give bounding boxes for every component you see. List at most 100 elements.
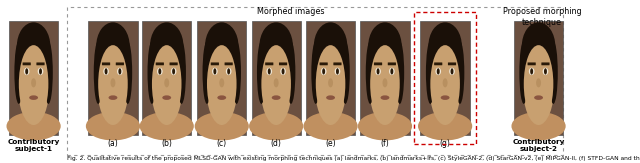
Ellipse shape	[163, 95, 171, 100]
Ellipse shape	[368, 22, 402, 70]
Ellipse shape	[428, 22, 462, 70]
Ellipse shape	[449, 68, 455, 75]
Text: Contributory
subject-2: Contributory subject-2	[513, 139, 564, 152]
FancyBboxPatch shape	[374, 62, 382, 65]
Bar	[414, 12, 476, 144]
Ellipse shape	[436, 68, 440, 74]
Text: Morphed images: Morphed images	[257, 7, 325, 15]
Ellipse shape	[272, 95, 280, 100]
Bar	[142, 21, 191, 135]
Ellipse shape	[171, 68, 177, 75]
Ellipse shape	[249, 112, 303, 140]
Text: (f): (f)	[381, 139, 389, 148]
Ellipse shape	[212, 68, 218, 75]
FancyBboxPatch shape	[26, 111, 42, 134]
Ellipse shape	[202, 41, 211, 104]
FancyBboxPatch shape	[319, 62, 328, 65]
Ellipse shape	[544, 68, 547, 74]
Ellipse shape	[370, 45, 400, 123]
FancyBboxPatch shape	[102, 62, 110, 65]
Ellipse shape	[418, 112, 472, 140]
Bar	[306, 21, 355, 135]
Ellipse shape	[536, 78, 541, 87]
Ellipse shape	[336, 68, 339, 74]
Ellipse shape	[341, 41, 350, 104]
FancyBboxPatch shape	[214, 111, 230, 134]
Bar	[514, 21, 563, 135]
Text: Proposed morphing
technique: Proposed morphing technique	[503, 7, 581, 27]
Ellipse shape	[93, 41, 102, 104]
Ellipse shape	[172, 68, 175, 74]
Bar	[420, 21, 470, 135]
Ellipse shape	[435, 68, 441, 75]
Ellipse shape	[44, 41, 53, 104]
Text: Contributory
subject-1: Contributory subject-1	[8, 139, 60, 152]
Ellipse shape	[259, 22, 293, 70]
Ellipse shape	[303, 112, 358, 140]
Ellipse shape	[358, 112, 412, 140]
Ellipse shape	[375, 68, 381, 75]
Text: (g): (g)	[440, 139, 451, 148]
FancyBboxPatch shape	[323, 111, 339, 134]
Ellipse shape	[96, 22, 130, 70]
Ellipse shape	[522, 43, 555, 125]
Ellipse shape	[316, 45, 346, 123]
Ellipse shape	[39, 68, 42, 74]
Ellipse shape	[524, 45, 554, 123]
Text: (c): (c)	[217, 139, 227, 148]
Ellipse shape	[97, 43, 129, 125]
Ellipse shape	[383, 78, 387, 87]
Bar	[88, 21, 138, 135]
Ellipse shape	[38, 68, 44, 75]
Ellipse shape	[213, 68, 216, 74]
Ellipse shape	[390, 68, 394, 74]
Ellipse shape	[282, 68, 285, 74]
FancyBboxPatch shape	[377, 111, 393, 134]
Text: (a): (a)	[108, 139, 118, 148]
Bar	[360, 21, 410, 135]
Bar	[252, 21, 301, 135]
Ellipse shape	[549, 41, 558, 104]
Text: (e): (e)	[325, 139, 336, 148]
Ellipse shape	[257, 41, 266, 104]
Ellipse shape	[430, 45, 460, 123]
Bar	[9, 21, 58, 135]
Ellipse shape	[376, 68, 380, 74]
FancyBboxPatch shape	[531, 111, 547, 134]
Bar	[197, 21, 246, 135]
Ellipse shape	[322, 68, 325, 74]
Ellipse shape	[220, 78, 224, 87]
Ellipse shape	[396, 41, 404, 104]
Ellipse shape	[266, 68, 272, 75]
Ellipse shape	[311, 41, 320, 104]
Ellipse shape	[268, 68, 271, 74]
FancyBboxPatch shape	[265, 62, 273, 65]
Ellipse shape	[321, 68, 326, 75]
Ellipse shape	[205, 22, 239, 70]
Ellipse shape	[150, 22, 184, 70]
Ellipse shape	[31, 78, 36, 87]
Ellipse shape	[19, 45, 49, 123]
Ellipse shape	[118, 68, 122, 74]
Ellipse shape	[6, 112, 61, 140]
FancyBboxPatch shape	[448, 62, 456, 65]
Ellipse shape	[429, 43, 461, 125]
Ellipse shape	[195, 112, 249, 140]
Ellipse shape	[147, 41, 156, 104]
FancyBboxPatch shape	[541, 62, 550, 65]
Text: (d): (d)	[271, 139, 282, 148]
Ellipse shape	[157, 68, 163, 75]
Ellipse shape	[326, 95, 335, 100]
Ellipse shape	[456, 41, 465, 104]
Ellipse shape	[543, 68, 548, 75]
Ellipse shape	[205, 43, 238, 125]
Ellipse shape	[426, 41, 435, 104]
Ellipse shape	[17, 43, 50, 125]
FancyBboxPatch shape	[116, 62, 124, 65]
Ellipse shape	[29, 95, 38, 100]
Ellipse shape	[381, 95, 389, 100]
Ellipse shape	[335, 68, 340, 75]
Ellipse shape	[280, 68, 286, 75]
Ellipse shape	[177, 41, 186, 104]
Ellipse shape	[314, 43, 347, 125]
